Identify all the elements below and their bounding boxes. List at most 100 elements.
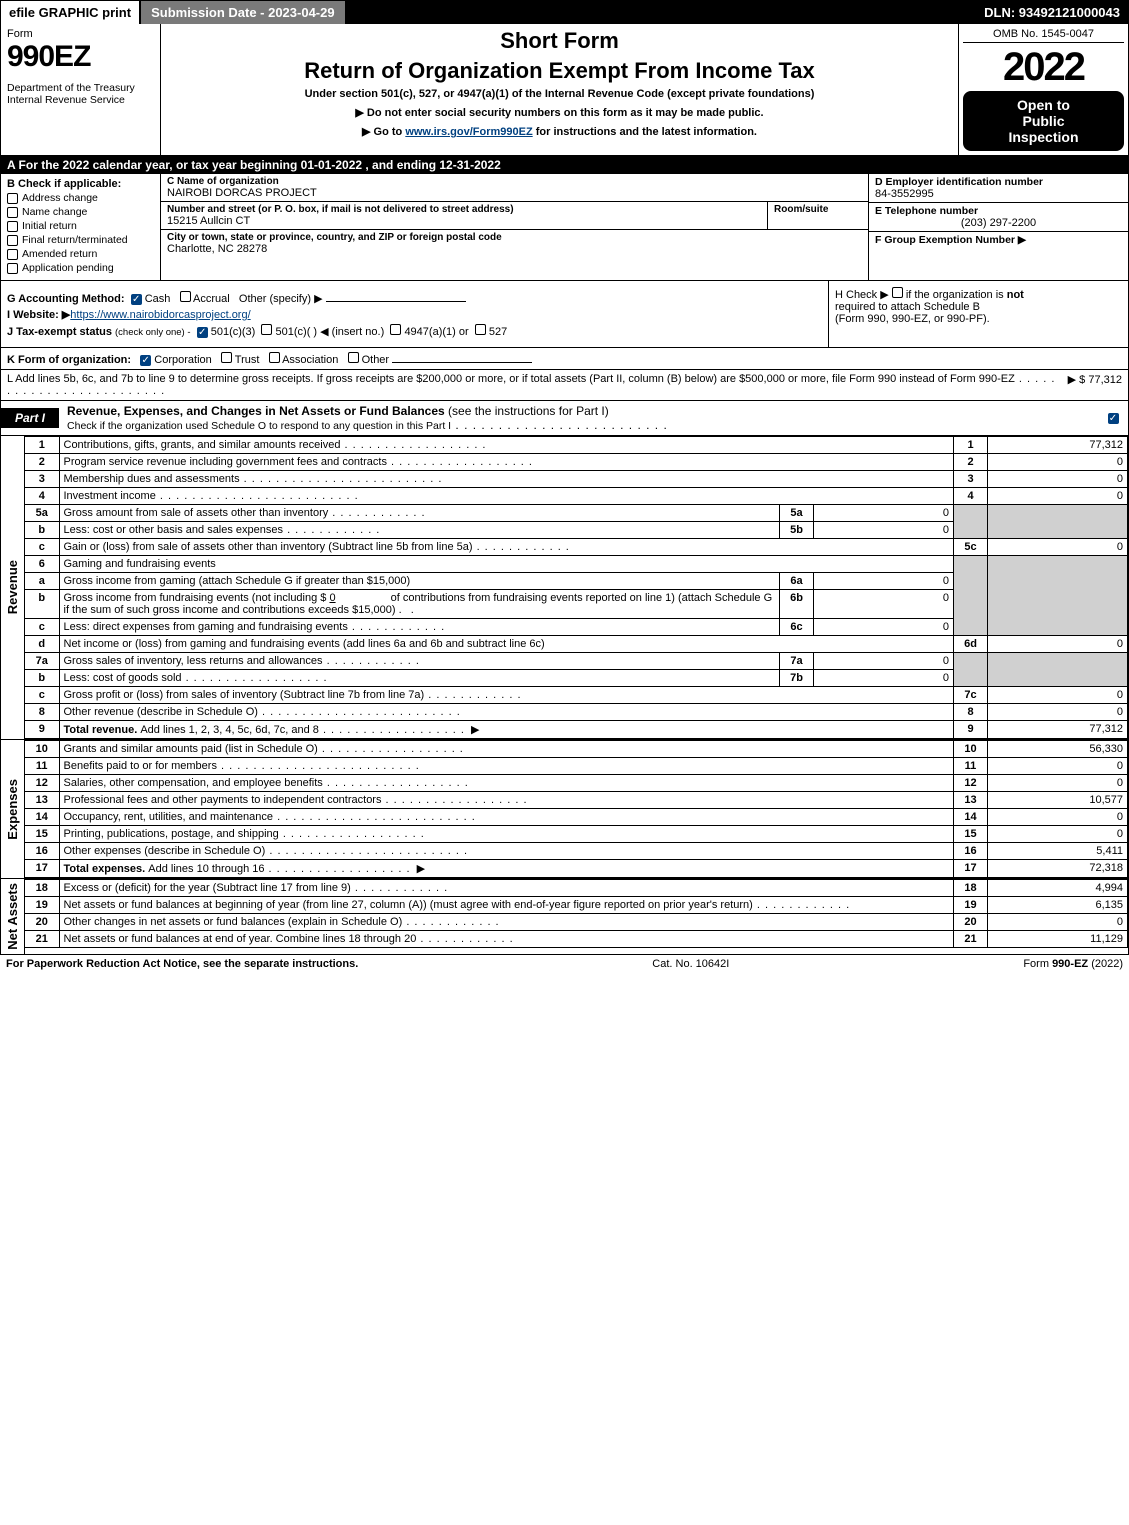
shaded-cell — [954, 653, 988, 687]
j-527: 527 — [489, 326, 507, 338]
short-form-title: Short Form — [169, 28, 950, 54]
j-sub: (check only one) - — [115, 327, 191, 338]
d-block: D Employer identification number 84-3552… — [869, 174, 1128, 203]
irs-link[interactable]: www.irs.gov/Form990EZ — [405, 126, 532, 138]
checkbox-empty-icon — [348, 352, 359, 363]
part1-checkbox[interactable]: ✓ — [1098, 412, 1128, 424]
l-amount: ▶ $ 77,312 — [1068, 373, 1122, 397]
line-6d: d Net income or (loss) from gaming and f… — [25, 636, 1128, 653]
line-1: 1 Contributions, gifts, grants, and simi… — [25, 437, 1128, 454]
shaded-cell — [954, 556, 988, 636]
part-1-tag: Part I — [1, 408, 59, 428]
c-name-block: C Name of organization NAIROBI DORCAS PR… — [161, 174, 868, 202]
checkbox-empty-icon — [221, 352, 232, 363]
j-4947: 4947(a)(1) or — [404, 326, 468, 338]
shaded-cell — [988, 505, 1128, 539]
c-name-label: C Name of organization — [167, 176, 862, 187]
checkbox-empty-icon — [7, 235, 18, 246]
subtitle: Under section 501(c), 527, or 4947(a)(1)… — [169, 88, 950, 100]
netassets-section: Net Assets 18 Excess or (deficit) for th… — [1, 879, 1128, 954]
c-city-block: City or town, state or province, country… — [161, 230, 868, 257]
instr2-pre: ▶ Go to — [362, 126, 405, 138]
line-4: 4 Investment income 4 0 — [25, 488, 1128, 505]
form-990ez-container: efile GRAPHIC print Submission Date - 20… — [0, 0, 1129, 955]
header-row: Form 990EZ Department of the Treasury In… — [1, 24, 1128, 156]
h-text3: required to attach Schedule B — [835, 301, 980, 313]
line-20: 20 Other changes in net assets or fund b… — [25, 914, 1128, 931]
revenue-section: Revenue 1 Contributions, gifts, grants, … — [1, 436, 1128, 740]
revenue-label: Revenue — [3, 556, 22, 618]
c-street-block: Number and street (or P. O. box, if mail… — [161, 202, 768, 229]
line-15: 15 Printing, publications, postage, and … — [25, 826, 1128, 843]
g-label: G Accounting Method: — [7, 293, 125, 305]
checkbox-checked-icon: ✓ — [140, 355, 151, 366]
checkbox-empty-icon — [261, 324, 272, 335]
line-16: 16 Other expenses (describe in Schedule … — [25, 843, 1128, 860]
g-accounting: G Accounting Method: ✓ Cash Accrual Othe… — [7, 290, 822, 305]
g-accrual: Accrual — [193, 293, 230, 305]
main-title: Return of Organization Exempt From Incom… — [169, 58, 950, 84]
section-g: G Accounting Method: ✓ Cash Accrual Othe… — [1, 281, 828, 347]
l-text: L Add lines 5b, 6c, and 7b to line 9 to … — [7, 373, 1068, 397]
form-number: 990EZ — [7, 40, 154, 74]
footer-left: For Paperwork Reduction Act Notice, see … — [6, 958, 358, 970]
cb-application-pending[interactable]: Application pending — [7, 262, 154, 274]
i-website: I Website: ▶https://www.nairobidorcaspro… — [7, 308, 822, 321]
shaded-cell — [954, 505, 988, 539]
k-other: Other — [362, 354, 390, 366]
h-text2: if the organization is — [906, 289, 1007, 301]
c-city-label: City or town, state or province, country… — [167, 232, 862, 243]
footer: For Paperwork Reduction Act Notice, see … — [0, 955, 1129, 973]
checkbox-empty-icon — [475, 324, 486, 335]
expenses-section: Expenses 10 Grants and similar amounts p… — [1, 740, 1128, 879]
footer-right: Form 990-EZ (2022) — [1023, 958, 1123, 970]
cb-amended-return[interactable]: Amended return — [7, 248, 154, 260]
header-center: Short Form Return of Organization Exempt… — [161, 24, 958, 155]
cb-address-change[interactable]: Address change — [7, 192, 154, 204]
line-11: 11 Benefits paid to or for members 11 0 — [25, 758, 1128, 775]
e-value: (203) 297-2200 — [875, 217, 1122, 229]
instr2-post: for instructions and the latest informat… — [533, 126, 757, 138]
part1-check-text: Check if the organization used Schedule … — [67, 420, 451, 432]
b-header: B Check if applicable: — [7, 178, 154, 190]
top-bar-spacer — [347, 1, 977, 24]
f-block: F Group Exemption Number ▶ — [869, 232, 1128, 248]
line-18: 18 Excess or (deficit) for the year (Sub… — [25, 880, 1128, 897]
line-19: 19 Net assets or fund balances at beginn… — [25, 897, 1128, 914]
line-l: L Add lines 5b, 6c, and 7b to line 9 to … — [1, 370, 1128, 401]
checkbox-empty-icon — [7, 263, 18, 274]
line-14: 14 Occupancy, rent, utilities, and maint… — [25, 809, 1128, 826]
form-word: Form — [7, 28, 154, 40]
netassets-vert-label-cell: Net Assets — [1, 879, 25, 954]
cb-initial-return[interactable]: Initial return — [7, 220, 154, 232]
checkbox-empty-icon — [7, 207, 18, 218]
c-room-label: Room/suite — [774, 204, 862, 215]
instruction-1: ▶ Do not enter social security numbers o… — [169, 106, 950, 119]
j-501c: 501(c)( ) ◀ (insert no.) — [276, 326, 385, 338]
section-c: C Name of organization NAIROBI DORCAS PR… — [161, 174, 868, 280]
line-7c: c Gross profit or (loss) from sales of i… — [25, 687, 1128, 704]
cb-final-return[interactable]: Final return/terminated — [7, 234, 154, 246]
submission-date: Submission Date - 2023-04-29 — [141, 1, 347, 24]
line-7a: 7a Gross sales of inventory, less return… — [25, 653, 1128, 670]
checkbox-empty-icon — [7, 221, 18, 232]
cb-name-change[interactable]: Name change — [7, 206, 154, 218]
k-label: K Form of organization: — [7, 354, 131, 366]
website-link[interactable]: https://www.nairobidorcasproject.org/ — [70, 309, 250, 321]
expenses-table: 10 Grants and similar amounts paid (list… — [25, 740, 1128, 878]
checkbox-checked-icon: ✓ — [1108, 413, 1119, 424]
section-def: D Employer identification number 84-3552… — [868, 174, 1128, 280]
k-corp: Corporation — [154, 354, 211, 366]
line-9: 9 Total revenue. Add lines 1, 2, 3, 4, 5… — [25, 721, 1128, 739]
checkbox-checked-icon: ✓ — [131, 294, 142, 305]
line-k: K Form of organization: ✓ Corporation Tr… — [1, 348, 1128, 370]
open1: Open to — [967, 97, 1120, 113]
part-1-title: Revenue, Expenses, and Changes in Net As… — [59, 401, 1098, 435]
k-trust: Trust — [235, 354, 260, 366]
c-name-value: NAIROBI DORCAS PROJECT — [167, 187, 862, 199]
c-room-block: Room/suite — [768, 202, 868, 229]
d-label: D Employer identification number — [875, 176, 1122, 188]
part-1-header: Part I Revenue, Expenses, and Changes in… — [1, 401, 1128, 436]
revenue-table: 1 Contributions, gifts, grants, and simi… — [25, 436, 1128, 739]
d-value: 84-3552995 — [875, 188, 1122, 200]
